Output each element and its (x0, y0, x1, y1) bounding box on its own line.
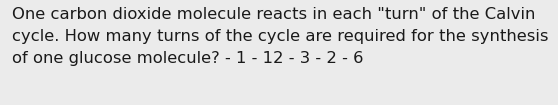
Text: One carbon dioxide molecule reacts in each "turn" of the Calvin
cycle. How many : One carbon dioxide molecule reacts in ea… (12, 7, 549, 66)
